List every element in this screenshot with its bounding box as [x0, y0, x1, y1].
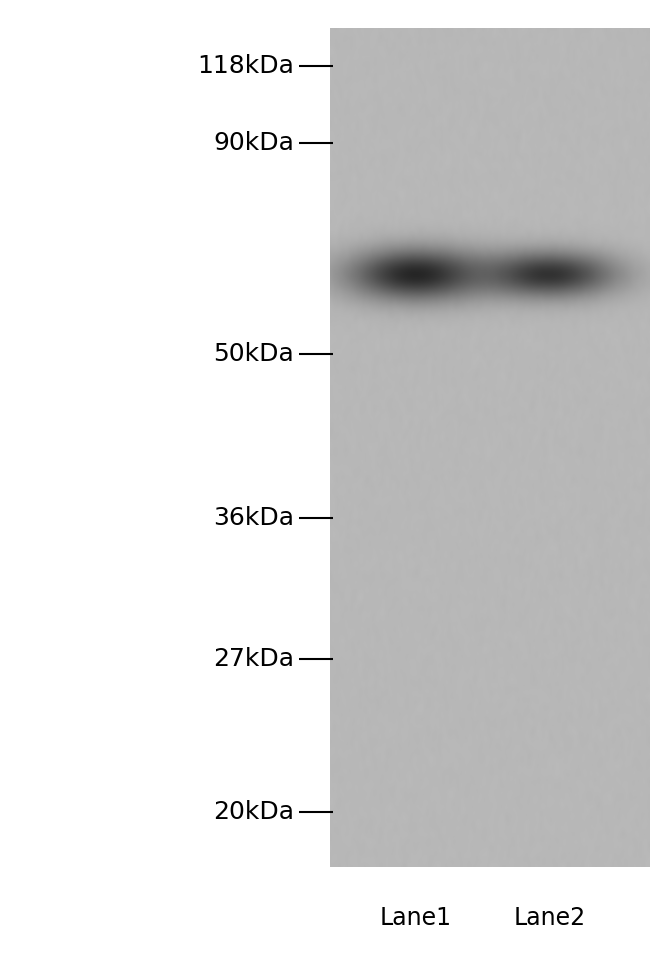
Text: Lane2: Lane2 — [514, 906, 585, 930]
Text: 50kDa: 50kDa — [213, 342, 294, 365]
Text: 27kDa: 27kDa — [213, 647, 294, 671]
Text: Lane1: Lane1 — [380, 906, 452, 930]
Text: 118kDa: 118kDa — [197, 54, 294, 78]
Text: 90kDa: 90kDa — [213, 132, 294, 155]
Text: 20kDa: 20kDa — [213, 800, 294, 824]
Text: 36kDa: 36kDa — [213, 507, 294, 530]
